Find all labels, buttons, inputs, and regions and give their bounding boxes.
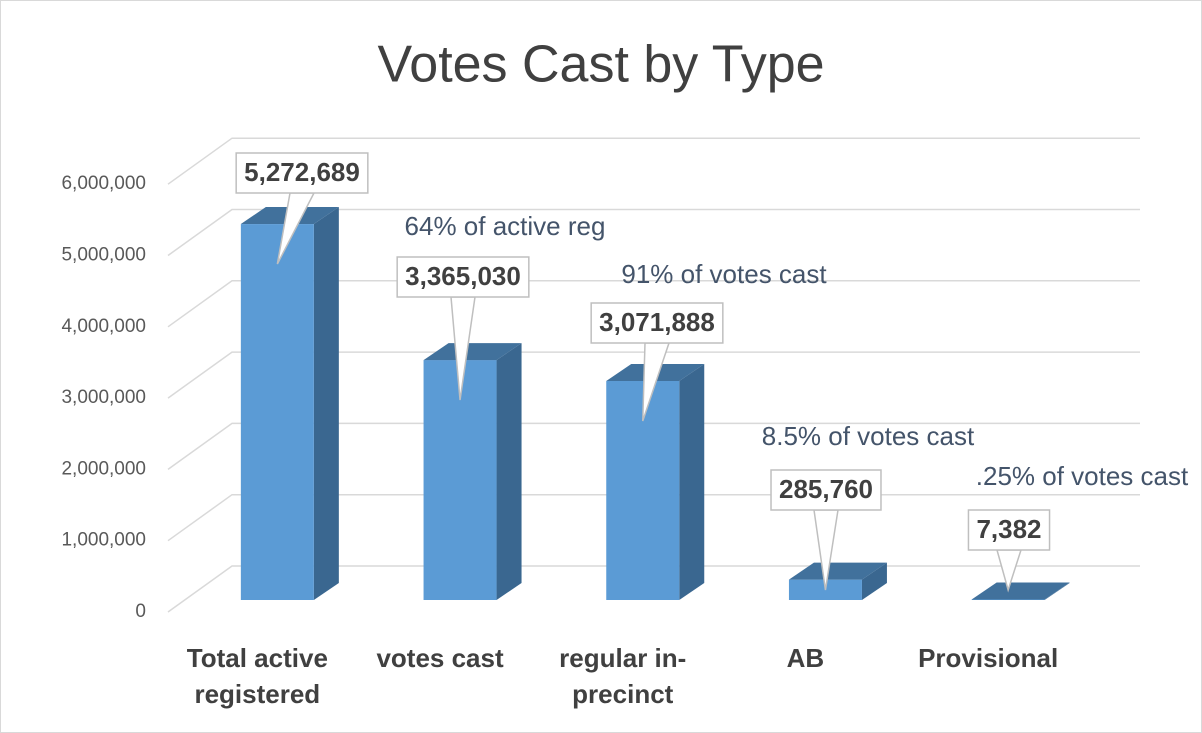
bar-side <box>496 343 522 600</box>
grid-line <box>167 422 1140 471</box>
grid-line <box>167 208 1140 257</box>
y-tick-label: 4,000,000 <box>61 316 146 337</box>
value-label: 7,382 <box>976 514 1041 544</box>
value-label: 285,760 <box>779 474 873 504</box>
bar-side <box>861 562 887 600</box>
value-label-box <box>590 302 724 344</box>
value-label: 3,365,030 <box>405 261 521 291</box>
y-tick-label: 0 <box>135 601 146 622</box>
y-tick-label: 2,000,000 <box>61 458 146 479</box>
y-tick-label: 1,000,000 <box>61 530 146 551</box>
bar <box>240 224 314 600</box>
annotation: 8.5% of votes cast <box>762 421 975 451</box>
bar-top <box>788 562 887 580</box>
bar-side <box>313 207 339 600</box>
grid-line <box>167 280 1140 328</box>
annotation: 91% of votes cast <box>621 259 827 289</box>
annotation: .25% of votes cast <box>976 461 1189 491</box>
x-tick-label: AB <box>786 643 825 673</box>
annotation: 64% of active reg <box>405 211 606 241</box>
x-tick-label: Total active registered <box>186 643 328 709</box>
x-tick-label: Provisional <box>918 643 1059 673</box>
grid-line <box>167 351 1140 399</box>
value-label: 3,071,888 <box>599 307 715 337</box>
y-tick-label: 3,000,000 <box>61 387 146 408</box>
x-tick-label: regular in-precinct <box>559 643 687 709</box>
value-label-box <box>396 256 530 298</box>
bar-side <box>1044 582 1070 600</box>
y-tick-label: 6,000,000 <box>61 173 146 194</box>
x-tick-label: votes cast <box>376 643 504 673</box>
value-label-box <box>235 152 369 194</box>
bar-side <box>679 363 705 600</box>
value-label-box <box>967 509 1051 551</box>
bar-top <box>423 343 522 361</box>
grid-line <box>167 137 1140 185</box>
bar-top <box>971 582 1070 600</box>
chart-title: Votes Cast by Type <box>377 36 824 94</box>
y-tick-label: 5,000,000 <box>61 245 146 266</box>
value-label: 5,272,689 <box>244 157 360 187</box>
bar <box>971 599 1045 600</box>
value-label-box <box>770 469 882 511</box>
